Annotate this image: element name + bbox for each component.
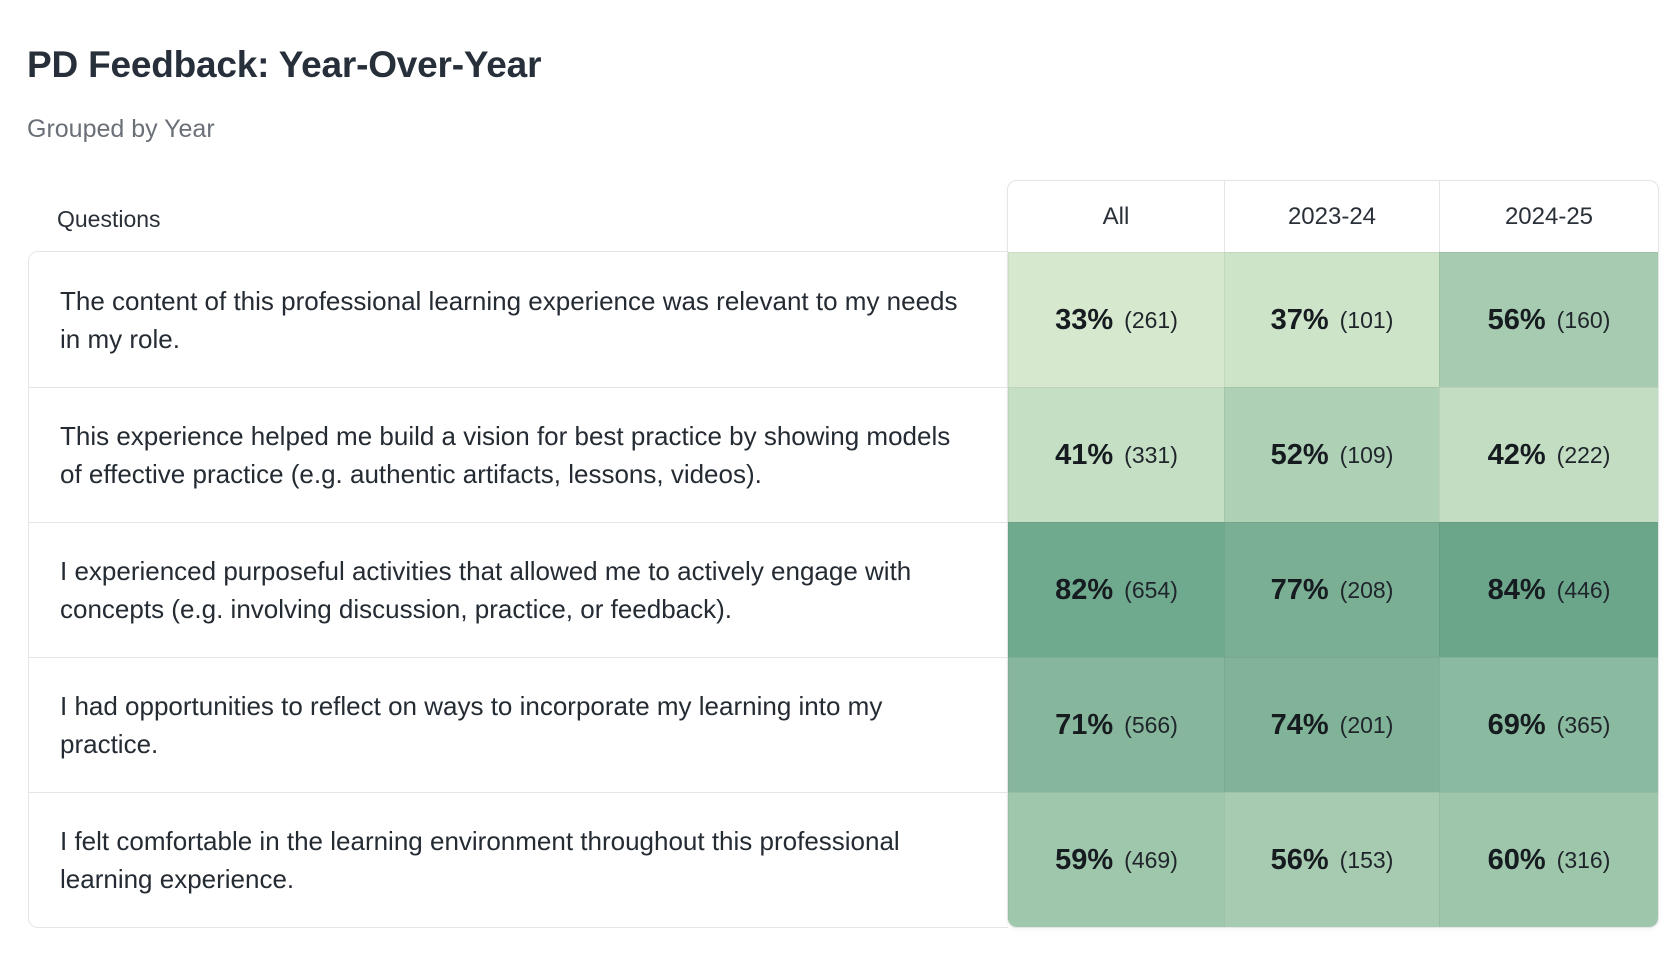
cell-percent: 59% bbox=[1055, 843, 1114, 876]
column-header: 2023-24 bbox=[1224, 181, 1439, 252]
heatmap-cell: 56% (160) bbox=[1439, 252, 1658, 387]
question-text: I had opportunities to reflect on ways t… bbox=[60, 691, 883, 759]
cell-percent: 74% bbox=[1270, 708, 1329, 741]
cell-count: (222) bbox=[1556, 441, 1611, 468]
heatmap-cell: 84% (446) bbox=[1439, 522, 1658, 657]
cell-percent: 71% bbox=[1055, 708, 1114, 741]
question-row: I had opportunities to reflect on ways t… bbox=[29, 657, 1009, 792]
cell-percent: 60% bbox=[1487, 843, 1546, 876]
heatmap-cell: 74% (201) bbox=[1224, 657, 1439, 792]
question-row: I experienced purposeful activities that… bbox=[29, 522, 1009, 657]
cell-percent: 33% bbox=[1055, 303, 1114, 336]
questions-column-header: Questions bbox=[57, 206, 161, 232]
cell-count: (208) bbox=[1339, 576, 1394, 603]
heatmap-cell: 82% (654) bbox=[1008, 522, 1224, 657]
cell-count: (160) bbox=[1556, 306, 1611, 333]
question-row: The content of this professional learnin… bbox=[29, 252, 1009, 387]
cell-percent: 37% bbox=[1270, 303, 1329, 336]
question-row: I felt comfortable in the learning envir… bbox=[29, 792, 1009, 927]
cell-count: (469) bbox=[1124, 846, 1178, 873]
question-text: I felt comfortable in the learning envir… bbox=[60, 826, 900, 894]
cell-percent: 56% bbox=[1270, 843, 1329, 876]
questions-card: The content of this professional learnin… bbox=[28, 251, 1009, 928]
cell-percent: 56% bbox=[1487, 303, 1546, 336]
heatmap-cell: 69% (365) bbox=[1439, 657, 1658, 792]
cell-percent: 77% bbox=[1270, 573, 1329, 606]
cell-percent: 84% bbox=[1487, 573, 1546, 606]
heatmap-cell: 56% (153) bbox=[1224, 792, 1439, 927]
heatmap-cell: 60% (316) bbox=[1439, 792, 1658, 927]
cell-count: (201) bbox=[1339, 711, 1394, 738]
cell-percent: 69% bbox=[1487, 708, 1546, 741]
cell-count: (109) bbox=[1339, 441, 1394, 468]
cell-count: (261) bbox=[1124, 306, 1178, 333]
question-text: The content of this professional learnin… bbox=[60, 285, 958, 354]
heatmap-cell: 41% (331) bbox=[1008, 387, 1224, 522]
cell-count: (101) bbox=[1339, 306, 1394, 333]
cell-count: (446) bbox=[1556, 576, 1611, 603]
cell-count: (153) bbox=[1339, 846, 1394, 873]
column-header: All bbox=[1102, 202, 1130, 230]
heatmap-cell: 33% (261) bbox=[1008, 252, 1224, 387]
heatmap-cell: 42% (222) bbox=[1439, 387, 1658, 522]
page-title: PD Feedback: Year-Over-Year bbox=[27, 44, 542, 85]
cell-count: (331) bbox=[1124, 441, 1178, 468]
heatmap-cell: 52% (109) bbox=[1224, 387, 1439, 522]
heatmap-grid: All 2023-24 2024-25 33% (261) 37% (101) 56% (160… bbox=[1007, 180, 1659, 928]
column-header: 2024-25 bbox=[1439, 181, 1658, 252]
cell-count: (365) bbox=[1556, 711, 1611, 738]
heatmap-cell: 59% (469) bbox=[1008, 792, 1224, 927]
heatmap-cell: 77% (208) bbox=[1224, 522, 1439, 657]
page-subtitle: Grouped by Year bbox=[27, 115, 215, 143]
cell-percent: 52% bbox=[1270, 438, 1329, 471]
question-text: I experienced purposeful activities that… bbox=[60, 556, 912, 624]
cell-count: (566) bbox=[1124, 711, 1178, 738]
heatmap-cell: 71% (566) bbox=[1008, 657, 1224, 792]
cell-count: (316) bbox=[1556, 846, 1611, 873]
cell-count: (654) bbox=[1124, 576, 1178, 603]
question-row: This experience helped me build a vision… bbox=[29, 387, 1009, 522]
cell-percent: 41% bbox=[1055, 438, 1114, 471]
question-text: This experience helped me build a vision… bbox=[60, 421, 951, 489]
heatmap-cell: 37% (101) bbox=[1224, 252, 1439, 387]
cell-percent: 42% bbox=[1487, 438, 1546, 471]
cell-percent: 82% bbox=[1055, 573, 1114, 606]
